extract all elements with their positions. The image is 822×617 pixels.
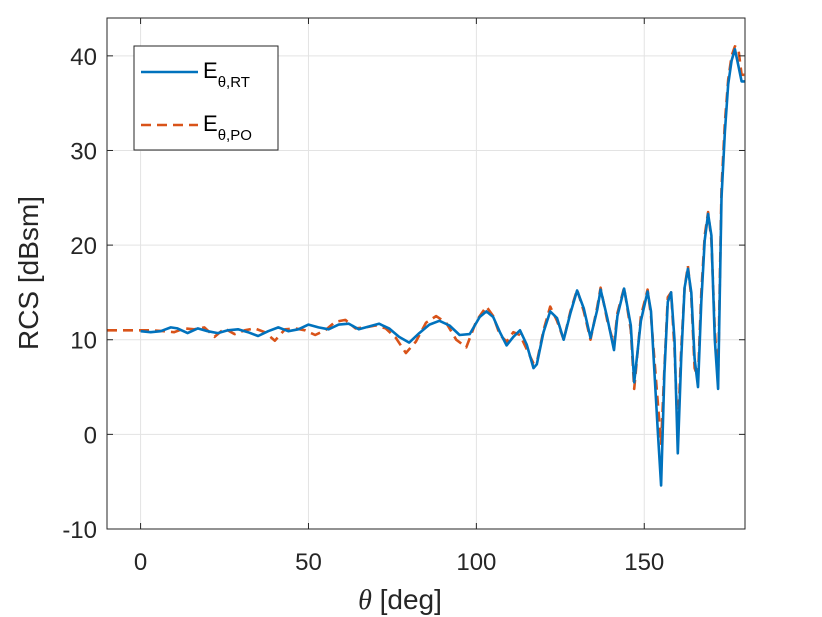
- y-tick-label: -10: [62, 517, 97, 544]
- legend-label-rt-main: E: [203, 58, 218, 83]
- y-tick-label: 30: [70, 138, 97, 165]
- y-tick-label: 0: [84, 422, 97, 449]
- y-tick-label: 10: [70, 328, 97, 355]
- x-axis-label: θ [deg]: [358, 584, 442, 616]
- legend-label-po-main: E: [203, 111, 218, 136]
- x-tick-label: 100: [456, 549, 496, 576]
- x-tick-label: 50: [295, 549, 322, 576]
- legend-label-rt: Eθ,RT: [203, 58, 250, 91]
- legend: Eθ,RT Eθ,PO: [133, 45, 279, 151]
- x-tick-label: 0: [134, 549, 147, 576]
- x-tick-label: 150: [624, 549, 664, 576]
- y-tick-label: 40: [70, 44, 97, 71]
- x-axis-label-unit: [deg]: [372, 584, 442, 615]
- series-layer: [107, 45, 745, 487]
- y-axis-label: RCS [dBsm]: [13, 196, 44, 350]
- plot-frame: [106, 17, 746, 530]
- series-line-rt: [140, 47, 745, 487]
- legend-label-po-sub: θ,PO: [218, 127, 252, 144]
- y-tick-label: 20: [70, 233, 97, 260]
- tick-layer: 0 50 100 150 -10 0 10 20 30 40: [62, 18, 745, 576]
- legend-box: [133, 45, 279, 151]
- legend-label-po: Eθ,PO: [203, 111, 252, 144]
- legend-label-rt-sub: θ,RT: [218, 74, 250, 91]
- x-axis-label-symbol: θ: [358, 585, 372, 616]
